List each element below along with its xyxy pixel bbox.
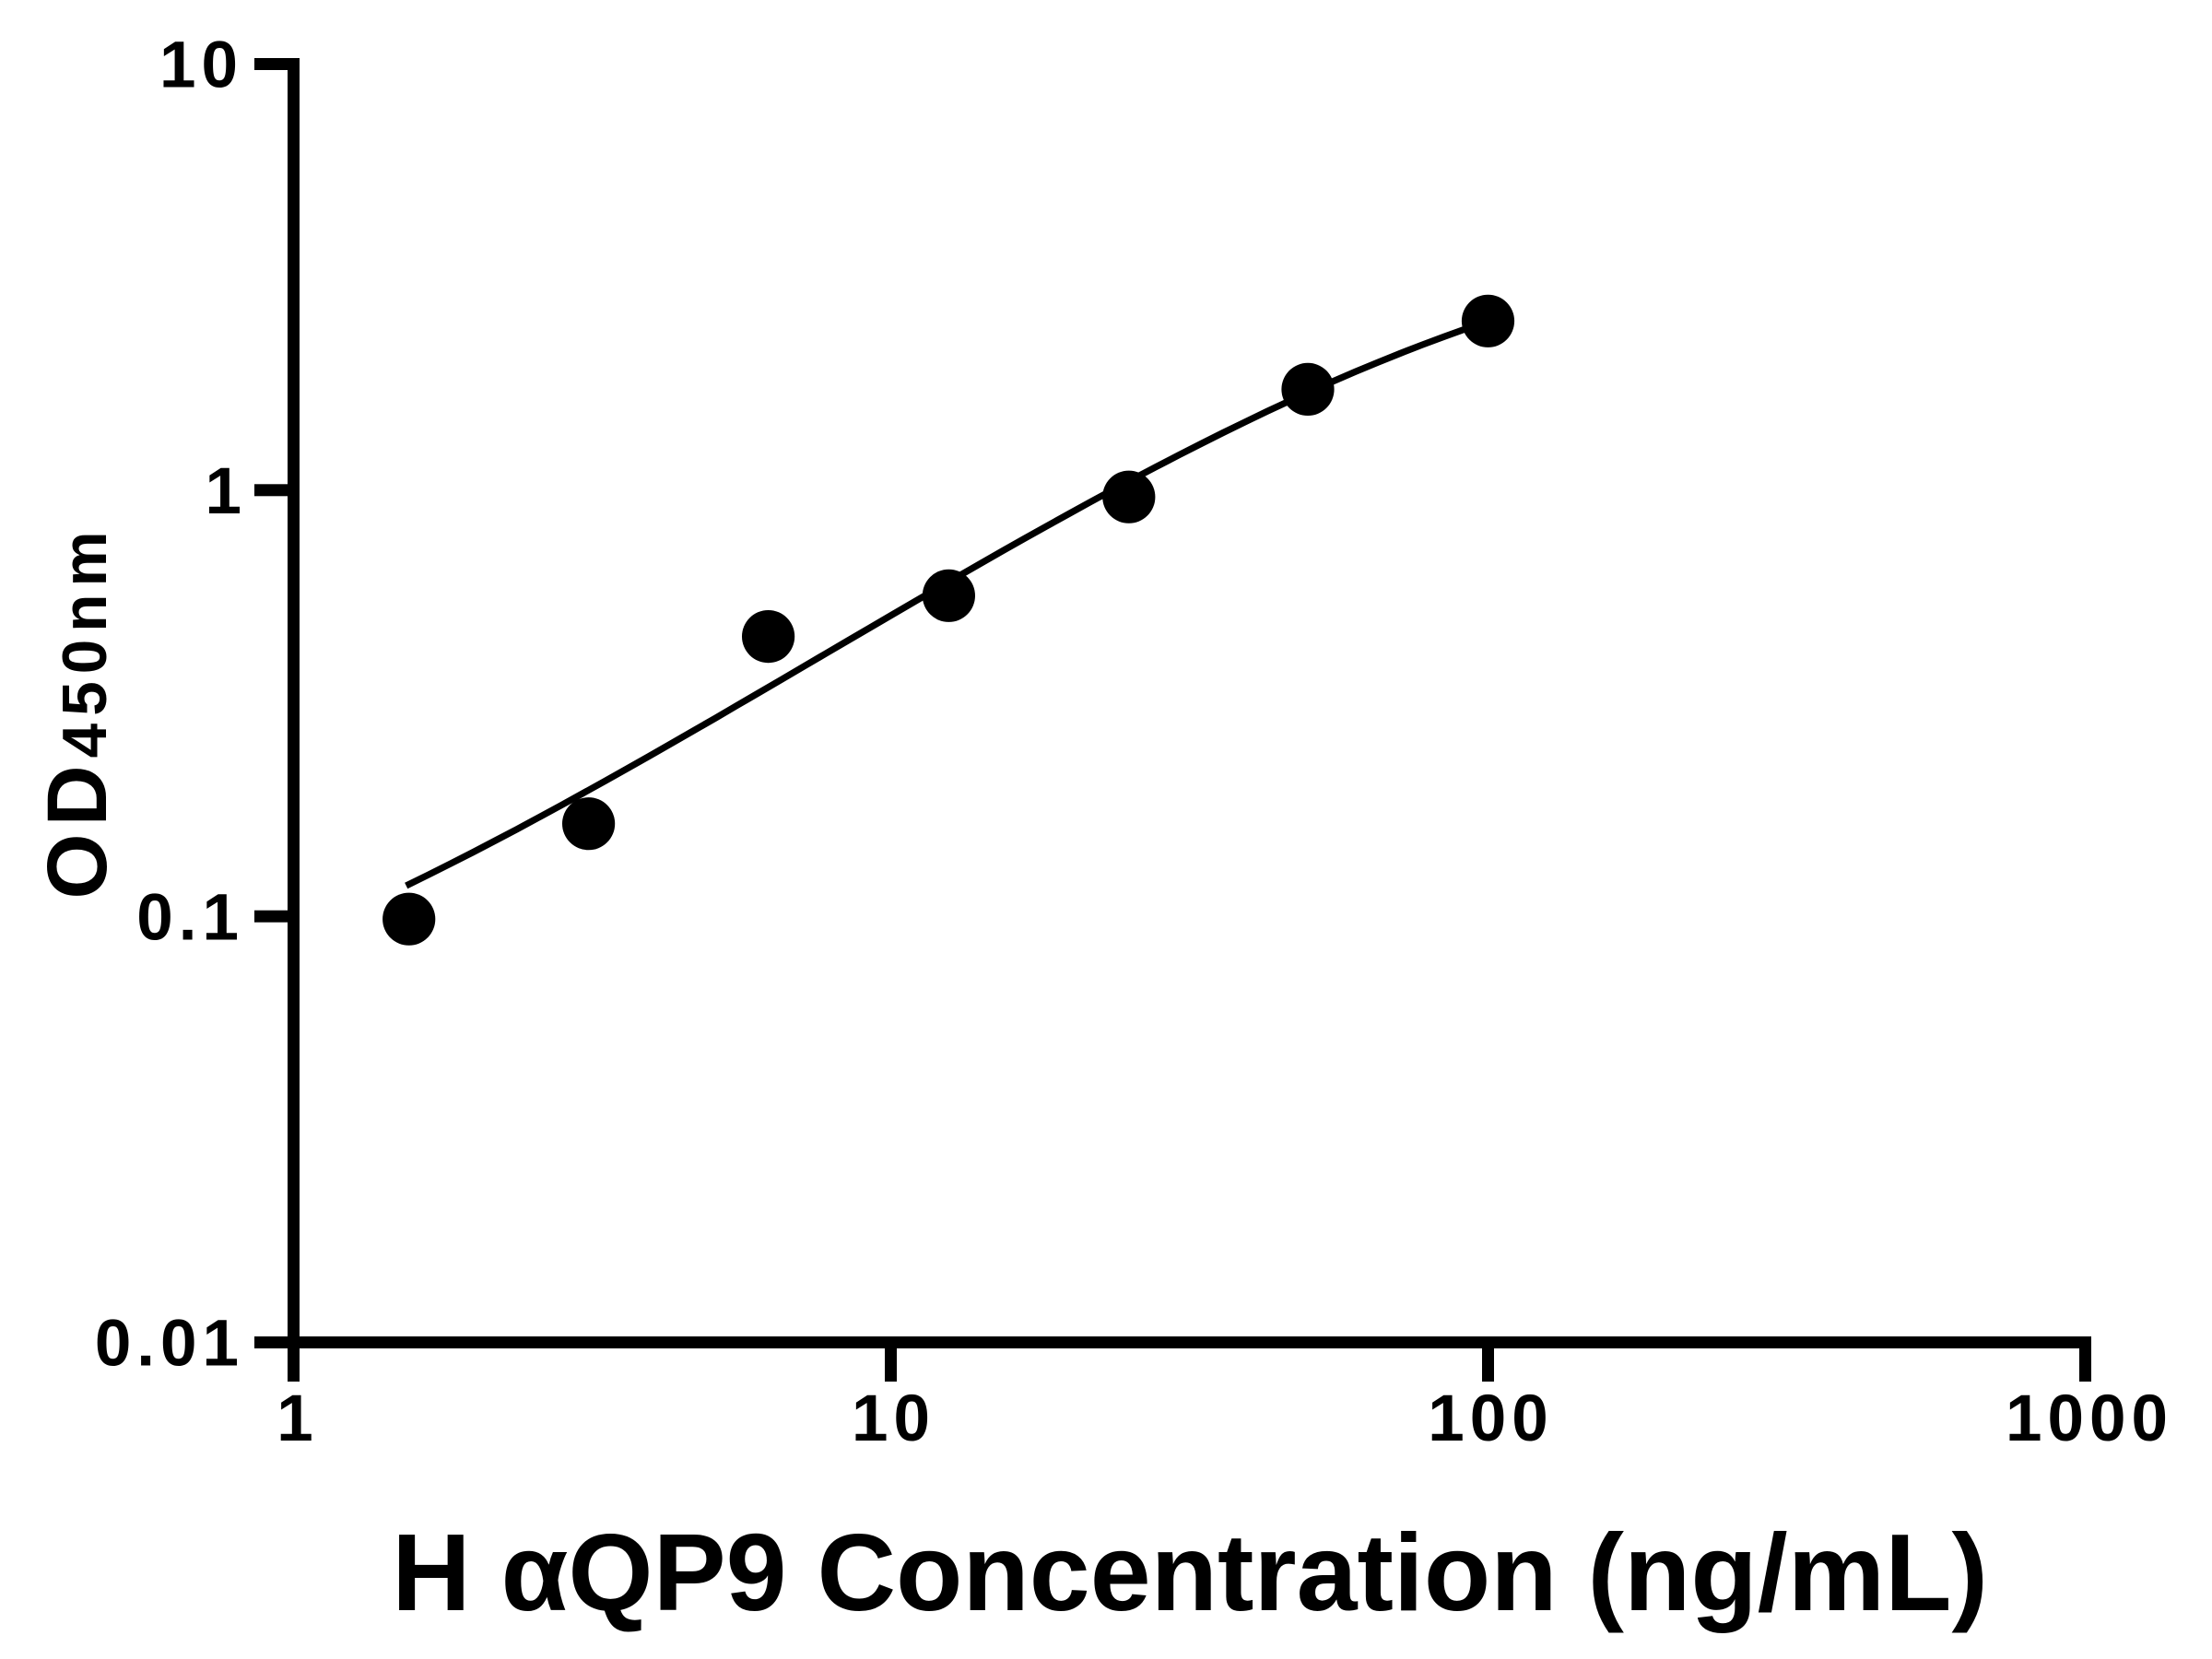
svg-text:H αQP9 Concentration (ng/mL): H αQP9 Concentration (ng/mL) [392, 1512, 1988, 1634]
svg-text:1: 1 [276, 1382, 313, 1455]
svg-text:100: 100 [1428, 1382, 1553, 1455]
svg-text:OD450nm: OD450nm [30, 524, 124, 899]
svg-text:1: 1 [206, 455, 242, 528]
svg-text:10: 10 [852, 1382, 935, 1455]
svg-text:1000: 1000 [2006, 1382, 2173, 1455]
svg-text:0.1: 0.1 [136, 881, 244, 954]
svg-text:0.01: 0.01 [95, 1308, 244, 1381]
svg-text:10: 10 [159, 29, 243, 102]
